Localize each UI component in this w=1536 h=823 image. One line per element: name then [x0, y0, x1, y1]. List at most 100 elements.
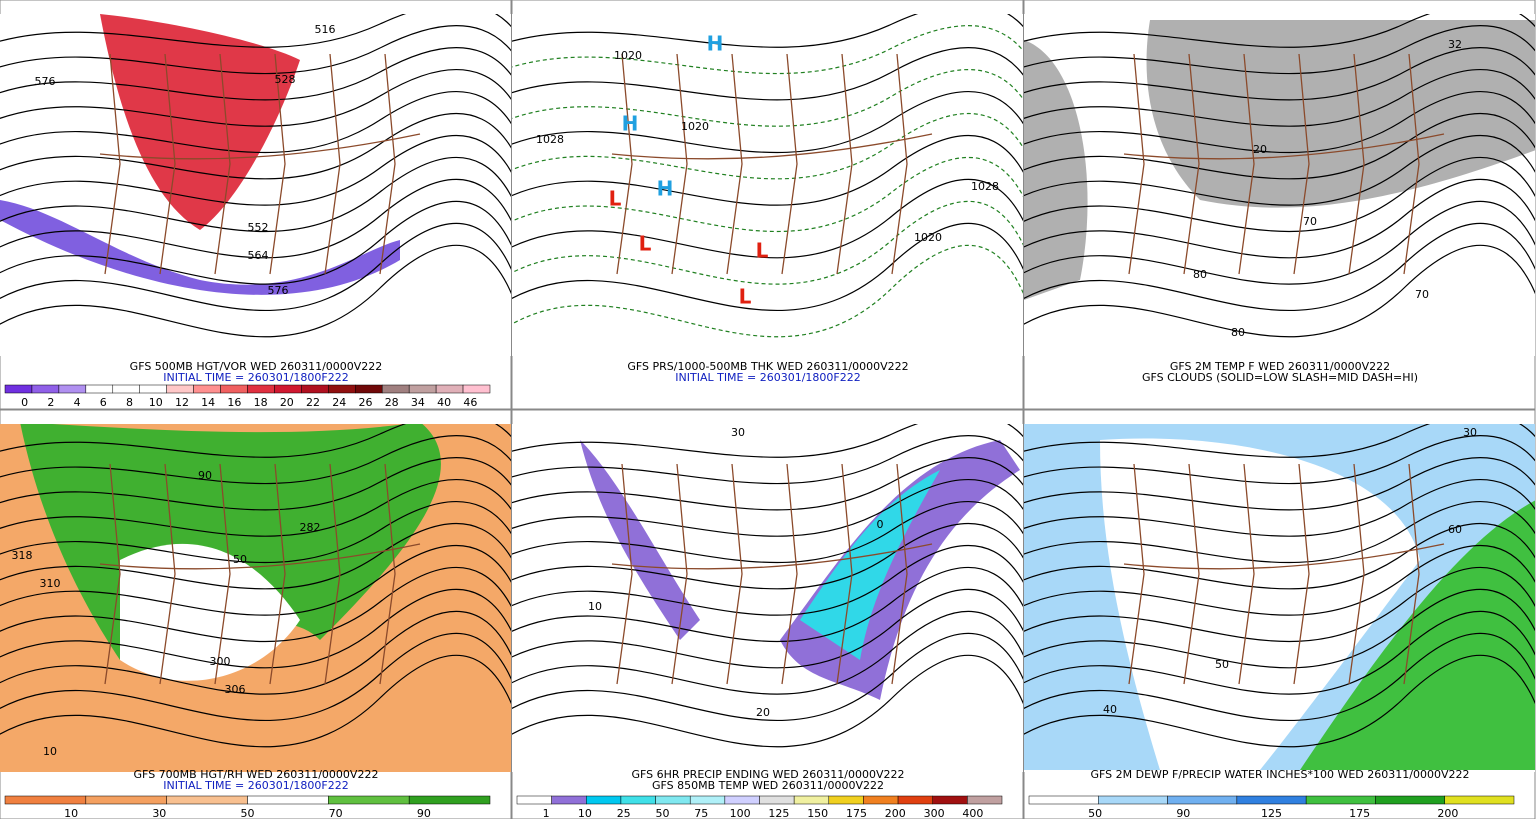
colorbar-label: 8	[126, 396, 133, 409]
contour	[1024, 435, 1535, 485]
contour	[512, 654, 1023, 748]
map-label: 516	[315, 23, 336, 36]
contour	[512, 457, 1023, 511]
map-label: 32	[1448, 38, 1462, 51]
colorbar-swatch	[551, 795, 587, 805]
border-line	[616, 463, 633, 685]
panel: 576 516 528 552 564 576 GFS 500MB HGT/VOR WED …	[0, 0, 512, 410]
colorbar-swatch	[58, 384, 87, 394]
caption: GFS PRS/1000-500MB THK WED 260311/0000V2…	[627, 360, 908, 373]
panel: 30 50 60 40 GFS 2M DEWP F/PRECIP WATER INCHE…	[1023, 409, 1536, 820]
shaded-area	[0, 200, 400, 295]
caption: INITIAL TIME = 260301/1800F222	[163, 779, 348, 792]
contour	[512, 610, 1023, 695]
map-label: H	[622, 112, 639, 136]
border-line	[269, 53, 286, 275]
border-line	[1348, 463, 1365, 685]
colorbar-label: 28	[385, 396, 399, 409]
map-label: L	[609, 187, 622, 211]
border-line	[1128, 53, 1145, 275]
contour	[1024, 632, 1535, 722]
contour	[512, 134, 1023, 206]
colorbar-swatch	[863, 795, 899, 805]
contour	[512, 479, 1023, 537]
map-label: 20	[1253, 143, 1267, 156]
colorbar-swatch	[112, 384, 140, 394]
border-line	[781, 463, 798, 685]
colorbar-swatch	[166, 384, 194, 394]
colorbar-swatch	[408, 795, 491, 805]
colorbar-swatch	[4, 795, 87, 805]
map-label: 40	[1103, 703, 1117, 716]
colorbar-label: 25	[617, 807, 631, 819]
border-line	[379, 53, 396, 275]
colorbar-label: 20	[280, 396, 294, 409]
colorbar-swatch	[4, 384, 33, 394]
colorbar-label: 70	[329, 807, 343, 819]
contour	[1024, 457, 1535, 511]
colorbar-swatch	[793, 795, 830, 805]
contour	[512, 178, 1023, 259]
contour	[512, 113, 1023, 180]
map-label: 310	[40, 577, 61, 590]
colorbar-swatch	[355, 384, 383, 394]
contour	[0, 25, 511, 75]
shaded-area	[100, 14, 300, 230]
map-label: 1028	[536, 133, 564, 146]
border-line	[104, 53, 121, 275]
map-area	[512, 14, 1023, 356]
contour	[1024, 91, 1535, 153]
contour	[1024, 424, 1535, 458]
contour	[1024, 544, 1535, 616]
contour	[0, 222, 511, 312]
colorbar-swatch	[932, 795, 968, 805]
panel: 318 310 300 306 282 10 50 90 GFS 700MB HGT/RH WE…	[0, 409, 512, 820]
contour	[1024, 523, 1535, 590]
caption: INITIAL TIME = 260301/1800F222	[163, 371, 348, 384]
colorbar-swatch	[1375, 795, 1445, 805]
contour	[0, 178, 511, 259]
contour	[512, 588, 1023, 669]
colorbar-label: 175	[1349, 807, 1370, 819]
border-line	[159, 463, 176, 685]
contour	[0, 610, 511, 695]
contour	[0, 69, 511, 127]
border-line	[324, 463, 341, 685]
contour	[512, 566, 1023, 643]
contour	[0, 479, 511, 537]
map-label: 528	[275, 73, 296, 86]
colorbar-label: 90	[417, 807, 431, 819]
map-label: 30	[731, 426, 745, 439]
map-label: 70	[1415, 288, 1429, 301]
border-line	[891, 53, 908, 275]
colorbar-swatch	[301, 384, 329, 394]
colorbar-label: 50	[656, 807, 670, 819]
contour	[512, 69, 1023, 127]
contour	[1024, 244, 1535, 338]
border-line	[726, 463, 743, 685]
contour	[1024, 14, 1535, 48]
contour	[512, 632, 1023, 722]
colorbar-label: 46	[463, 396, 477, 409]
map-label: 552	[248, 221, 269, 234]
colorbar-swatch	[381, 384, 410, 394]
caption: INITIAL TIME = 260301/1800F222	[675, 371, 860, 384]
contour	[512, 200, 1023, 285]
colorbar-label: 200	[1437, 807, 1458, 819]
contour	[512, 91, 1023, 153]
map-label: H	[657, 177, 674, 201]
colorbar-swatch	[31, 384, 60, 394]
map	[1024, 14, 1535, 338]
colorbar-swatch	[828, 795, 864, 805]
colorbar-swatch	[689, 795, 726, 805]
contour	[512, 501, 1023, 563]
contour	[0, 113, 511, 180]
map-label: 10	[588, 600, 602, 613]
contour	[1024, 501, 1535, 563]
shaded-area	[1146, 20, 1535, 208]
colorbar-label: 40	[437, 396, 451, 409]
shaded-area	[1100, 438, 1420, 770]
colorbar-label: 22	[306, 396, 320, 409]
contour	[1024, 134, 1535, 206]
